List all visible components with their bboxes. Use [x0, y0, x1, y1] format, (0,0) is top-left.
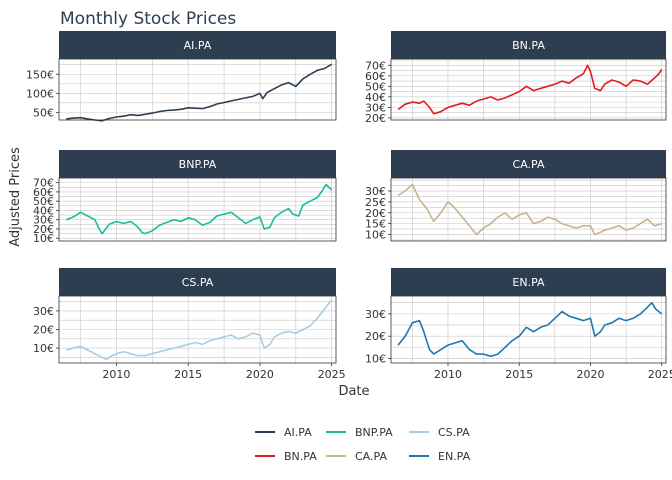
panel-border-ca-pa [390, 177, 667, 242]
strip-ai-pa [59, 31, 336, 59]
x-tick-label: 2025 [648, 368, 672, 381]
strip-bn-pa [391, 31, 666, 59]
strip-label-ai-pa: AI.PA [184, 39, 212, 52]
y-tick-label: 60€ [33, 186, 54, 199]
y-tick-label: 10€ [33, 232, 54, 245]
strip-label-ca-pa: CA.PA [513, 158, 545, 171]
strip-label-cs-pa: CS.PA [182, 276, 214, 289]
y-tick-label: 30€ [365, 308, 386, 321]
y-tick-label: 25€ [365, 196, 386, 209]
x-tick-label: 2020 [576, 368, 604, 381]
series-line-en-pa [397, 301, 663, 358]
grid-cs-pa [59, 296, 336, 363]
panel-bn-pa: BN.PA 20€30€40€50€60€70€ [365, 31, 667, 125]
panel-border-bnp-pa [58, 177, 337, 242]
strip-label-bn-pa: BN.PA [512, 39, 545, 52]
y-tick-label: 20€ [365, 112, 386, 125]
y-tick-label: 50€ [33, 195, 54, 208]
strip-label-en-pa: EN.PA [512, 276, 545, 289]
series-line-bnp-pa [65, 183, 333, 235]
x-tick-label: 2020 [246, 368, 274, 381]
legend-label-en-pa: EN.PA [438, 450, 471, 463]
legend-label-bnp-pa: BNP.PA [355, 426, 393, 439]
legend-item-ai-pa: AI.PA [255, 426, 312, 439]
y-tick-label: 60€ [365, 70, 386, 83]
x-axis-title: Date [338, 384, 369, 399]
grid-ca-pa [391, 178, 666, 241]
x-tick-label: 2025 [318, 368, 346, 381]
y-tick-label: 150€ [26, 68, 54, 81]
legend-label-ca-pa: CA.PA [355, 450, 387, 463]
panel-border-cs-pa [58, 295, 337, 364]
panel-ca-pa: CA.PA 10€15€20€25€30€ [365, 150, 667, 242]
y-tick-label: 10€ [365, 353, 386, 366]
x-tick-label: 2015 [174, 368, 202, 381]
y-tick-label: 70€ [365, 59, 386, 72]
y-tick-label: 100€ [26, 87, 54, 100]
y-tick-label: 30€ [365, 101, 386, 114]
legend: AI.PA BNP.PA CS.PA BN.PA CA.PA EN.PA [255, 426, 471, 463]
y-tick-label: 30€ [365, 185, 386, 198]
y-tick-label: 10€ [33, 342, 54, 355]
grid-en-pa [391, 296, 666, 363]
panel-border-en-pa [390, 295, 667, 364]
legend-item-ca-pa: CA.PA [326, 450, 387, 463]
legend-item-en-pa: EN.PA [409, 450, 471, 463]
series-line-ca-pa [397, 183, 662, 236]
panel-en-pa: EN.PA 10€ 20€ 30€ 2010 2015 2020 2025 [365, 268, 672, 381]
x-tick-label: 2010 [434, 368, 462, 381]
chart-title: Monthly Stock Prices [60, 9, 236, 29]
series-line-cs-pa [65, 299, 333, 361]
y-tick-label: 40€ [365, 91, 386, 104]
y-tick-label: 20€ [33, 324, 54, 337]
legend-label-bn-pa: BN.PA [284, 450, 317, 463]
legend-label-cs-pa: CS.PA [438, 426, 470, 439]
y-tick-label: 50€ [33, 106, 54, 119]
grid-bn-pa [391, 59, 666, 120]
y-tick-label: 50€ [365, 80, 386, 93]
legend-label-ai-pa: AI.PA [284, 426, 312, 439]
panel-ai-pa: AI.PA 50€ 100€ 150€ [26, 31, 337, 122]
y-tick-label: 70€ [33, 177, 54, 190]
y-tick-label: 20€ [365, 207, 386, 220]
x-tick-label: 2015 [505, 368, 533, 381]
series-line-ai-pa [66, 63, 333, 122]
legend-item-bn-pa: BN.PA [255, 450, 317, 463]
legend-item-cs-pa: CS.PA [409, 426, 470, 439]
y-tick-label: 30€ [33, 214, 54, 227]
y-tick-label: 20€ [365, 330, 386, 343]
y-tick-label: 40€ [33, 204, 54, 217]
y-axis-title: Adjusted Prices [8, 147, 23, 247]
y-tick-label: 15€ [365, 218, 386, 231]
facet-panels: AI.PA50€100€150€BN.PA20€30€40€50€60€70€B… [26, 31, 672, 381]
panel-border-ai-pa [58, 58, 337, 121]
panel-cs-pa: CS.PA 10€ 20€ 30€ 2010 2015 2020 2025 [33, 268, 346, 381]
strip-label-bnp-pa: BNP.PA [179, 158, 217, 171]
y-tick-label: 30€ [33, 305, 54, 318]
y-tick-label: 10€ [365, 228, 386, 241]
strip-en-pa [391, 268, 666, 296]
strip-bnp-pa [59, 150, 336, 178]
legend-item-bnp-pa: BNP.PA [326, 426, 393, 439]
y-tick-label: 20€ [33, 223, 54, 236]
series-line-bn-pa [397, 64, 663, 115]
panel-bnp-pa: BNP.PA 10€20€30€40€50€60€70€ [33, 150, 337, 245]
grid-ai-pa [59, 59, 336, 120]
x-tick-label: 2010 [102, 368, 130, 381]
strip-ca-pa [391, 150, 666, 178]
panel-border-bn-pa [390, 58, 667, 121]
strip-cs-pa [59, 268, 336, 296]
